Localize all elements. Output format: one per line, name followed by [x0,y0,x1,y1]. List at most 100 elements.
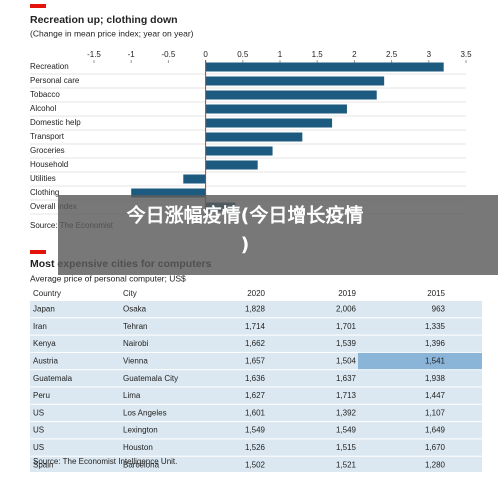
cell: 1,549 [336,426,357,435]
cell: Guatemala City [123,374,178,383]
cell: 1,280 [425,460,446,469]
cell: US [33,443,44,452]
row-bg [30,404,482,422]
cell: 1,657 [245,357,266,366]
cell: Kenya [33,339,56,348]
column-header: 2015 [427,289,445,298]
cell: 1,627 [245,391,266,400]
cell: Tehran [123,322,147,331]
y-tick-label: Utilities [30,174,56,183]
cell: Vienna [123,357,148,366]
cell: Japan [33,305,55,314]
cell: Spain [33,460,53,469]
red-mark [30,250,46,254]
cell: 2,006 [336,305,357,314]
x-tick-label: -1.5 [87,50,101,59]
bar [183,174,206,184]
row-bg [30,318,482,335]
cell: US [33,408,44,417]
column-header: 2019 [338,289,356,298]
x-tick-label: 2 [352,50,357,59]
cell: Osaka [123,305,147,314]
bar [205,76,385,86]
bar [205,160,258,170]
table-subtitle: Average price of personal computer; US$ [30,273,186,283]
table: Country City 2020 2019 2015 Japan Osaka 1,828 2,… [30,289,482,473]
bar [205,62,444,72]
y-tick-label: Household [30,160,68,169]
cell: 1,335 [425,322,446,331]
row-bg [30,335,482,352]
cell: 1,521 [336,460,357,469]
cell: 1,713 [336,391,357,400]
cell: 1,539 [336,339,357,348]
cell: Peru [33,391,50,400]
cell: Barcelona [123,460,160,469]
cell: 1,504 [336,357,357,366]
row-bg [30,387,482,404]
row-bg [30,370,482,387]
y-tick-label: Alcohol [30,104,56,113]
y-tick-label: Overall index [30,202,77,211]
overlay-text: ) [241,234,250,256]
cell: Lexington [123,426,158,435]
x-tick-label: -1 [128,50,136,59]
cell: Lima [123,391,141,400]
row-bg [30,439,482,456]
bar [205,104,347,114]
y-tick-label: Transport [30,132,65,141]
row-bg [30,301,482,318]
cell: 1,447 [425,391,446,400]
cell: 1,396 [425,339,446,348]
cell: Guatemala [33,374,73,383]
cell: 1,549 [245,426,266,435]
cell: 1,714 [245,322,266,331]
row-bg [30,422,482,439]
column-header: Country [33,289,61,298]
y-tick-label: Tobacco [30,90,60,99]
cell: 1,526 [245,443,266,452]
overlay-box [58,195,498,275]
x-tick-label: -0.5 [162,50,176,59]
cell: 1,637 [336,374,357,383]
x-tick-label: 3.5 [460,50,472,59]
x-tick-label: 1.5 [312,50,324,59]
bar [205,132,303,142]
bar [205,90,377,100]
cell: 1,601 [245,408,266,417]
bar [205,146,273,156]
x-tick-label: 3 [427,50,432,59]
row-bg [30,456,482,473]
cell: 963 [432,305,446,314]
y-tick-label: Personal care [30,76,80,85]
cell: Los Angeles [123,408,167,417]
cell: Austria [33,357,58,366]
red-mark [30,4,46,8]
x-tick-label: 0.5 [237,50,249,59]
cell: 1,670 [425,443,446,452]
y-tick-label: Domestic help [30,118,81,127]
bar [131,188,206,198]
x-tick-label: 0 [203,50,208,59]
column-header: City [123,289,137,298]
cell: 1,392 [336,408,357,417]
highlight-cell [358,352,482,370]
chart-title: Recreation up; clothing down [30,14,178,26]
cell: 1,828 [245,305,266,314]
y-tick-label: Recreation [30,62,69,71]
x-tick-label: 1 [278,50,283,59]
chart-subtitle: (Change in mean price index; year on yea… [30,28,194,38]
cell: Iran [33,322,47,331]
cell: Nairobi [123,339,149,348]
table-source: Source: The Economist Intelligence Unit. [33,457,177,466]
x-tick-label: 2.5 [386,50,398,59]
cell: 1,938 [425,374,446,383]
cell: 1,701 [336,322,357,331]
overlay-text: 今日涨幅疫情(今日增长疫情 [126,204,364,227]
cell: US [33,426,44,435]
cell: 1,107 [425,408,446,417]
cell: 1,502 [245,460,266,469]
cell: 1,515 [336,443,357,452]
cell: 1,649 [425,426,446,435]
